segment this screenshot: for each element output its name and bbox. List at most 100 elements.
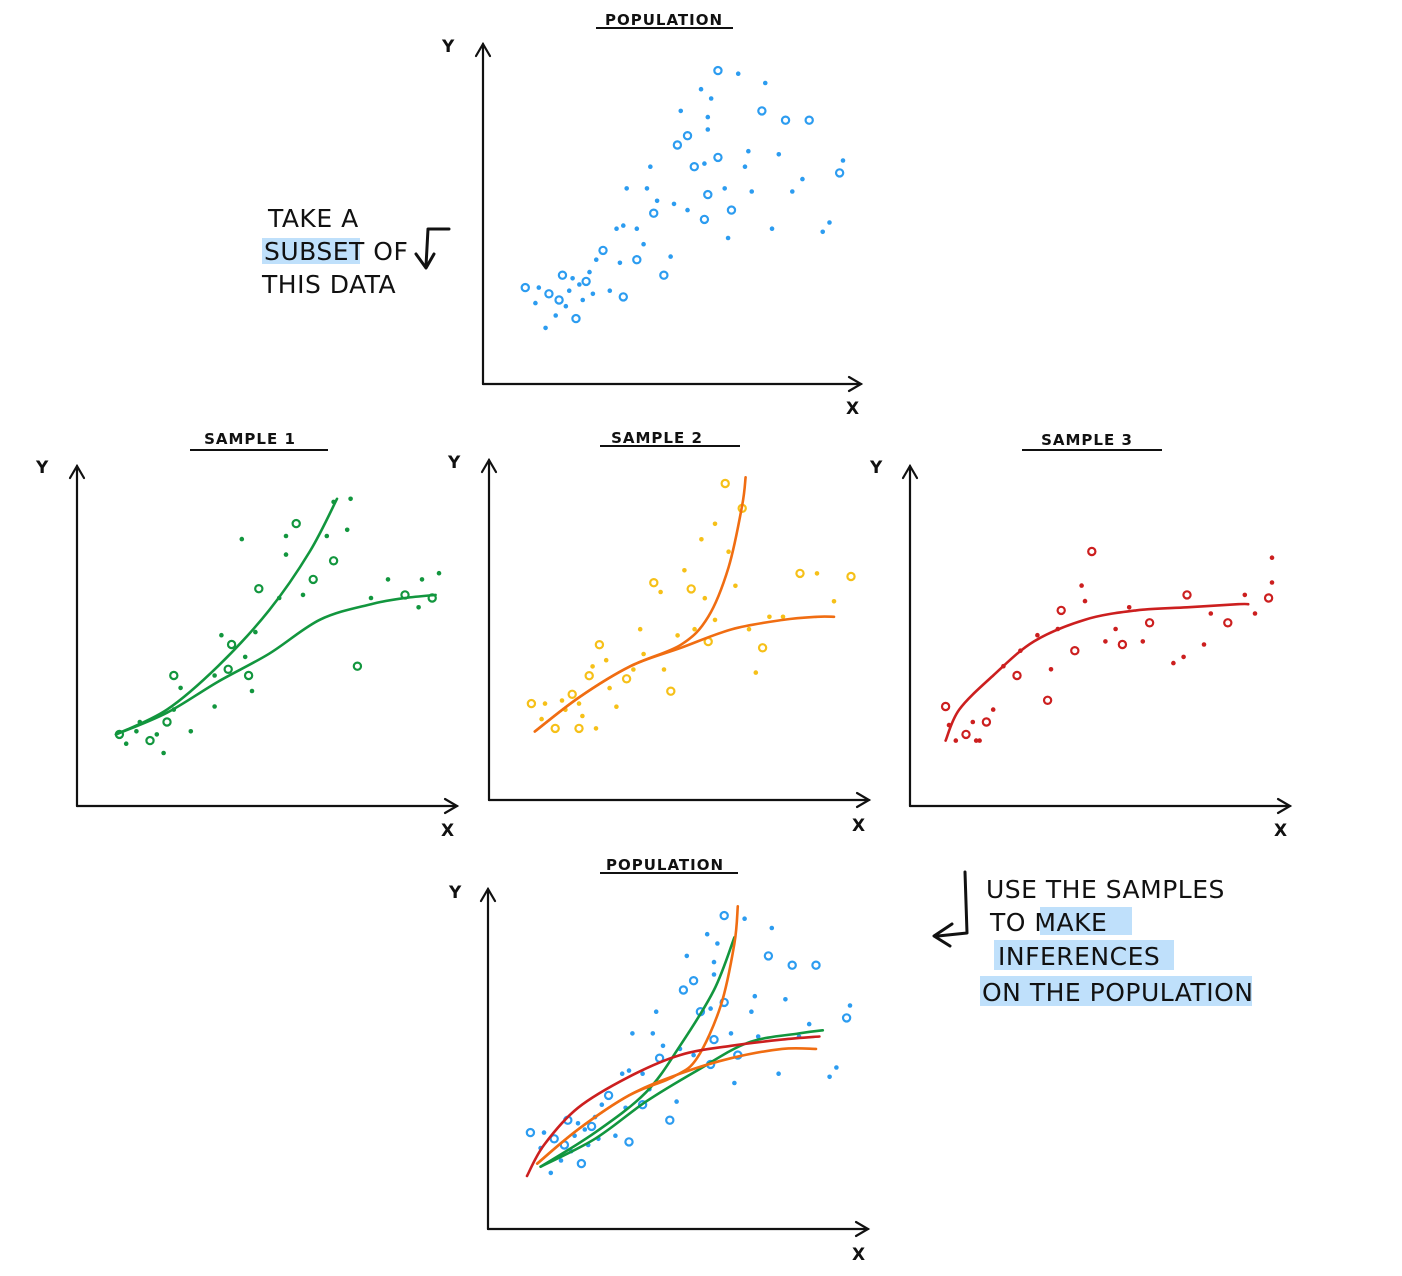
data-point (1201, 642, 1207, 647)
data-point (593, 726, 599, 731)
data-point (686, 584, 696, 594)
data-point (554, 295, 564, 305)
data-point (698, 86, 704, 92)
data-point (678, 108, 684, 114)
data-point (666, 686, 676, 696)
data-point (713, 65, 723, 76)
sample1-title: SAMPLE 1 (204, 430, 296, 448)
data-point (746, 148, 751, 154)
data-point (847, 1003, 853, 1008)
population-bottom-fit-lines (525, 905, 825, 1178)
note-bottom-make-word: MAKE (1034, 908, 1107, 937)
data-point (827, 220, 832, 225)
data-point (1242, 592, 1248, 598)
data-point (726, 205, 737, 215)
data-point (637, 1099, 648, 1110)
data-point (709, 1034, 719, 1045)
data-point (675, 633, 680, 638)
data-point (763, 951, 774, 961)
data-point (543, 325, 548, 331)
population-bottom-points (525, 910, 853, 1176)
data-point (619, 1071, 625, 1076)
data-point (688, 976, 699, 986)
data-point (728, 1031, 734, 1036)
x-axis-arrowhead (1276, 797, 1293, 815)
data-point (685, 207, 690, 213)
data-point (634, 226, 640, 231)
data-point (1082, 598, 1088, 604)
data-point (981, 717, 992, 727)
data-point (593, 257, 599, 263)
data-point (990, 707, 996, 712)
data-point (814, 571, 820, 576)
data-point (776, 1071, 781, 1076)
data-point (419, 577, 425, 582)
note-inferences-highlight (994, 940, 1174, 970)
data-point (637, 626, 643, 632)
data-point (574, 723, 584, 734)
data-point (1079, 583, 1084, 588)
data-point (726, 549, 731, 554)
data-point (705, 114, 711, 120)
data-point (161, 750, 166, 756)
data-point (961, 729, 971, 740)
data-point (618, 292, 629, 302)
data-point (806, 1021, 812, 1027)
note-make-highlight (1040, 907, 1132, 935)
data-point (769, 925, 775, 931)
note-top-line3: THIS DATA (261, 270, 396, 299)
data-point (672, 140, 683, 150)
sample3-axes (901, 463, 1293, 815)
data-point (586, 1121, 597, 1132)
data-point (733, 583, 738, 589)
data-point (658, 589, 663, 595)
data-point (525, 1127, 536, 1138)
sample2-fit-lines (533, 476, 836, 733)
data-point (780, 614, 786, 620)
data-point (123, 741, 129, 746)
data-point (598, 245, 608, 256)
data-point (283, 533, 289, 539)
data-point (239, 536, 245, 542)
data-point (787, 960, 797, 970)
sample2-panel: SAMPLE 2 Y X (447, 429, 872, 836)
data-point (769, 226, 775, 231)
data-point (1042, 695, 1053, 706)
fit-line-straight-steep (114, 497, 339, 736)
note-bottom-line3: INFERENCES (998, 942, 1160, 971)
fit-line-green-curve (539, 1029, 825, 1168)
note-take-subset: TAKE A SUBSET OF THIS DATA (261, 204, 451, 299)
data-point (1144, 618, 1155, 628)
data-point (632, 255, 642, 265)
left-arrow-icon (932, 870, 969, 948)
data-point (704, 931, 710, 937)
data-point (212, 673, 217, 678)
data-point (732, 1080, 737, 1086)
data-point (742, 164, 748, 169)
data-point (558, 1158, 564, 1163)
data-point (520, 282, 530, 293)
x-axis-arrowhead (855, 791, 872, 809)
data-point (584, 671, 594, 681)
data-point (253, 629, 258, 635)
population-bottom-axes (479, 886, 871, 1238)
population-top-axes (474, 41, 864, 393)
data-point (570, 276, 575, 281)
data-point (804, 115, 814, 125)
data-point (735, 71, 741, 76)
data-point (749, 189, 755, 194)
y-axis-arrowhead (901, 463, 919, 480)
data-point (783, 997, 788, 1002)
data-point (749, 1009, 754, 1014)
sample3-title: SAMPLE 3 (1041, 431, 1133, 449)
data-point (755, 1034, 761, 1039)
data-point (668, 254, 673, 259)
data-point (790, 189, 795, 194)
data-point (223, 664, 233, 675)
data-point (1269, 580, 1275, 585)
data-point (548, 1170, 554, 1176)
data-point (689, 161, 699, 172)
population-bottom-x-label: X (852, 1245, 865, 1265)
data-point (550, 723, 560, 734)
note-use-samples: USE THE SAMPLES TO MAKE INFERENCES ON TH… (932, 870, 1253, 1007)
